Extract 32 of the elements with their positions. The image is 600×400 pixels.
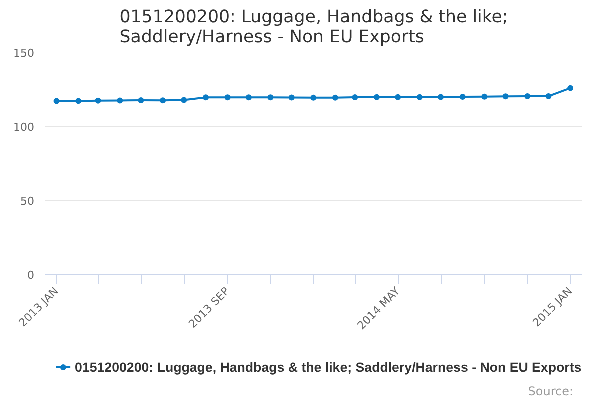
point [438,94,444,100]
y-tick-label: 0 [28,269,34,282]
chart-title: 0151200200: Luggage, Handbags & the like; Saddlery/Harness - Non EU Exports [120,8,508,48]
point [568,85,574,92]
point [332,94,338,101]
point [224,94,231,101]
point [246,94,252,101]
point [524,93,531,100]
y-tick-label: 150 [14,47,35,60]
point [138,97,144,104]
y-tick-label: 50 [20,195,35,208]
point [395,94,402,100]
point [352,94,358,100]
point [310,94,317,101]
y-tick-label: 100 [14,121,35,134]
point [181,97,188,104]
point [416,94,423,100]
point [546,93,552,100]
point [268,94,274,101]
point [54,98,60,104]
point [95,98,102,104]
point [502,94,509,100]
point [117,98,124,104]
point [160,98,166,104]
legend-label: 0151200200: Luggage, Handbags & the like; Saddlery/Harness - Non EU Exports [75,360,582,375]
point [202,94,209,101]
point [482,94,488,100]
point [460,94,466,100]
source-note: Source: [528,384,574,398]
point [288,94,295,101]
point [374,94,380,100]
point [76,98,82,104]
